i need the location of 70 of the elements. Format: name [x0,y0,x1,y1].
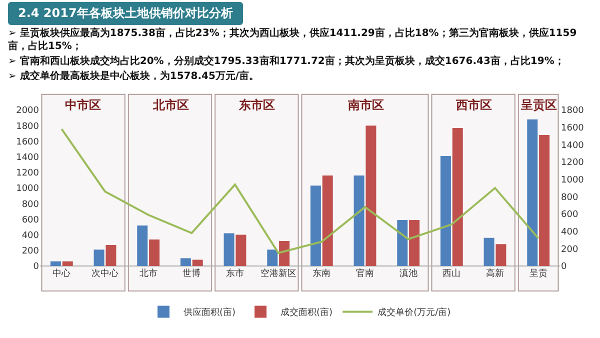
legend-label: 成交单价(万元/亩) [378,307,451,318]
x-tick-label: 世博 [182,268,201,279]
x-tick-label: 北市 [139,268,158,279]
legend-label: 成交面积(亩) [280,307,333,318]
y-tick-label: 800 [22,200,40,210]
x-tick-label: 东市 [226,268,244,279]
bar [267,250,278,266]
band-label: 呈贡区 [520,98,557,112]
x-tick-label: 次中心 [92,268,118,279]
y2-tick-label: 1600 [561,123,584,134]
y-tick-label: 0 [33,262,40,272]
y2-tick-label: 1200 [561,158,584,168]
bar [484,238,494,266]
bar [409,220,420,266]
bar [180,258,191,266]
bar [322,176,333,266]
x-tick-label: 空港新区 [260,268,296,279]
text: ➢ 官南和西山板块成交均占比20%，分别成交1795.33亩和1771.72亩；其次为呈贡板块，成交1676.43亩，占比19%； [8,55,566,68]
bar [149,239,160,266]
bar [310,186,321,266]
y-tick-label: 200 [22,246,40,257]
y-tick-label: 1400 [16,152,40,163]
bar [440,156,451,266]
y-tick-label: 1800 [16,122,40,132]
bar [354,176,364,266]
bar [397,220,408,266]
y-tick-label: 1600 [16,137,40,148]
legend-label: 供应面积(亩) [184,307,236,318]
band-label: 北市区 [152,98,189,112]
bar [192,260,203,266]
bar [539,134,550,266]
y2-tick-label: 1000 [561,175,584,186]
bar [527,119,538,266]
chart-title: 2.4 2017年各板块土地供销价对比分析 [8,2,243,25]
line-series [60,128,540,254]
x-tick-label: 高新 [486,268,504,279]
y-tick-label: 600 [22,215,40,226]
band-label: 中市区 [65,98,101,112]
band-label: 南市区 [347,98,384,112]
bar [94,250,104,266]
y2-tick-label: 0 [561,262,567,272]
bar [106,244,116,266]
x-tick-label: 西山 [442,268,461,279]
bar [279,241,290,266]
y2-tick-label: 800 [561,192,578,203]
bar [452,128,463,266]
x-tick-label: 呈贡 [529,268,548,279]
y-tick-label: 1000 [16,184,40,194]
y-tick-label: 400 [22,230,40,241]
y2-tick-label: 1800 [561,106,584,116]
y-tick-label: 2000 [16,106,40,116]
band-label: 东市区 [238,98,275,112]
bar [224,233,234,266]
y-tick-label: 1200 [16,168,40,179]
text: ➢ 呈贡板块供应最高为1875.38亩，占比23%；其次为西山板块，供应1411.29亩，占比18%；第三为官南板块，供应1159亩，占比15%； [8,27,578,53]
bar [62,261,73,266]
band-label: 西市区 [455,98,492,112]
x-tick-label: 官南 [356,268,374,279]
bar [366,126,376,266]
bar [50,261,61,266]
y2-tick-label: 600 [561,210,578,220]
x-tick-label: 中心 [52,268,71,279]
bar [137,225,148,266]
y2-tick-label: 200 [561,244,578,255]
bar [496,244,506,266]
y2-tick-label: 1400 [561,140,584,151]
bar [236,234,246,266]
x-tick-label: 滇池 [399,268,418,279]
x-tick-label: 东南 [312,268,331,279]
y2-tick-label: 400 [561,227,578,238]
